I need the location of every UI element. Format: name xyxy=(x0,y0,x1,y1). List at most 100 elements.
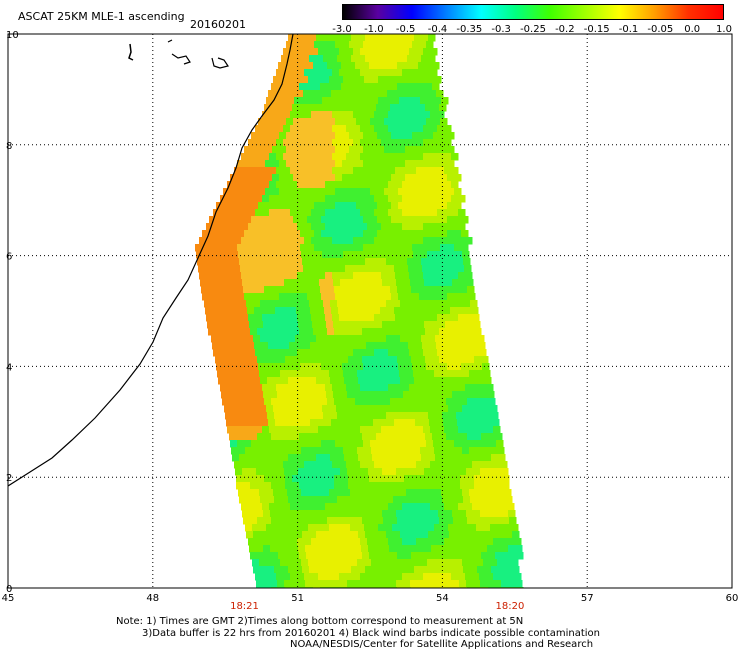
swath-cell xyxy=(437,223,445,231)
swath-cell xyxy=(328,146,336,154)
swath-cell xyxy=(249,321,257,329)
swath-cell xyxy=(339,573,347,581)
swath-cell xyxy=(292,83,300,91)
swath-cell xyxy=(353,237,361,245)
swath-cell xyxy=(355,328,363,336)
swath-cell xyxy=(456,566,464,574)
swath-cell xyxy=(399,405,407,413)
swath-cell xyxy=(412,132,420,140)
swath-cell xyxy=(470,300,478,308)
swath-cell xyxy=(264,398,272,406)
swath-cell xyxy=(269,139,277,147)
swath-cell xyxy=(281,377,289,385)
swath-cell xyxy=(285,482,293,490)
swath-cell xyxy=(371,97,379,105)
swath-cell xyxy=(434,447,442,455)
swath-cell xyxy=(414,531,422,539)
swath-cell xyxy=(422,342,430,350)
swath-cell xyxy=(484,377,492,385)
swath-cell xyxy=(276,573,284,581)
swath-cell xyxy=(287,447,295,455)
swath-cell xyxy=(311,111,319,119)
swath-cell xyxy=(486,503,494,511)
swath-cell xyxy=(297,223,305,231)
swath-cell xyxy=(283,167,291,175)
swath-cell xyxy=(473,580,481,588)
swath-cell xyxy=(425,356,433,364)
swath-cell xyxy=(411,104,419,112)
swath-cell xyxy=(212,265,220,273)
swath-cell xyxy=(300,363,308,371)
swath-cell xyxy=(278,482,286,490)
swath-cell xyxy=(242,321,250,329)
swath-cell xyxy=(227,426,235,434)
swath-cell xyxy=(304,153,312,161)
swath-cell xyxy=(472,538,480,546)
swath-cell xyxy=(262,223,270,231)
swath-cell xyxy=(458,461,466,469)
swath-cell xyxy=(388,139,396,147)
swath-cell xyxy=(462,559,470,567)
swath-cell xyxy=(489,440,497,448)
swath-cell xyxy=(383,517,391,525)
swath-cell xyxy=(410,545,418,553)
swath-cell xyxy=(398,244,406,252)
swath-cell xyxy=(485,419,493,427)
swath-cell xyxy=(305,279,313,287)
swath-cell xyxy=(330,377,338,385)
swath-cell xyxy=(377,440,385,448)
swath-cell xyxy=(252,447,260,455)
swath-cell xyxy=(420,447,428,455)
swath-cell xyxy=(461,440,469,448)
swath-cell xyxy=(332,153,340,161)
colorbar xyxy=(342,4,724,20)
swath-cell xyxy=(256,510,264,518)
swath-cell xyxy=(381,153,389,161)
swath-cell xyxy=(423,426,431,434)
swath-cell xyxy=(480,580,488,588)
swath-cell xyxy=(493,573,501,581)
swath-cell xyxy=(333,279,341,287)
swath-cell xyxy=(278,83,286,91)
swath-cell xyxy=(283,223,291,231)
swath-cell xyxy=(324,419,332,427)
swath-cell xyxy=(199,237,207,245)
swath-cell xyxy=(355,517,363,525)
swath-cell xyxy=(318,139,326,147)
swath-cell xyxy=(276,272,284,280)
swath-cell xyxy=(258,188,266,196)
swath-cell xyxy=(335,174,343,182)
swath-cell xyxy=(463,531,471,539)
swath-cell xyxy=(297,125,305,133)
swath-cell xyxy=(377,230,385,238)
swath-cell xyxy=(315,370,323,378)
swath-cell xyxy=(401,265,409,273)
swath-cell xyxy=(414,55,422,63)
swath-cell xyxy=(350,524,358,532)
swath-cell xyxy=(354,279,362,287)
swath-cell xyxy=(426,188,434,196)
swath-cell xyxy=(384,41,392,49)
swath-cell xyxy=(255,503,263,511)
swath-cell xyxy=(290,111,298,119)
swath-cell xyxy=(479,503,487,511)
swath-cell xyxy=(412,41,420,49)
swath-cell xyxy=(285,328,293,336)
swath-cell xyxy=(334,482,342,490)
swath-cell xyxy=(470,496,478,504)
swath-cell xyxy=(374,503,382,511)
swath-cell xyxy=(230,293,238,301)
swath-cell xyxy=(430,426,438,434)
swath-cell xyxy=(375,279,383,287)
swath-cell xyxy=(357,370,365,378)
swath-cell xyxy=(227,272,235,280)
swath-cell xyxy=(409,209,417,217)
swath-cell xyxy=(374,314,382,322)
swath-cell xyxy=(234,349,242,357)
swath-cell xyxy=(348,286,356,294)
swath-cell xyxy=(466,468,474,476)
swath-cell xyxy=(292,475,300,483)
swath-cell xyxy=(223,202,231,210)
swath-cell xyxy=(461,244,469,252)
swath-cell xyxy=(346,272,354,280)
